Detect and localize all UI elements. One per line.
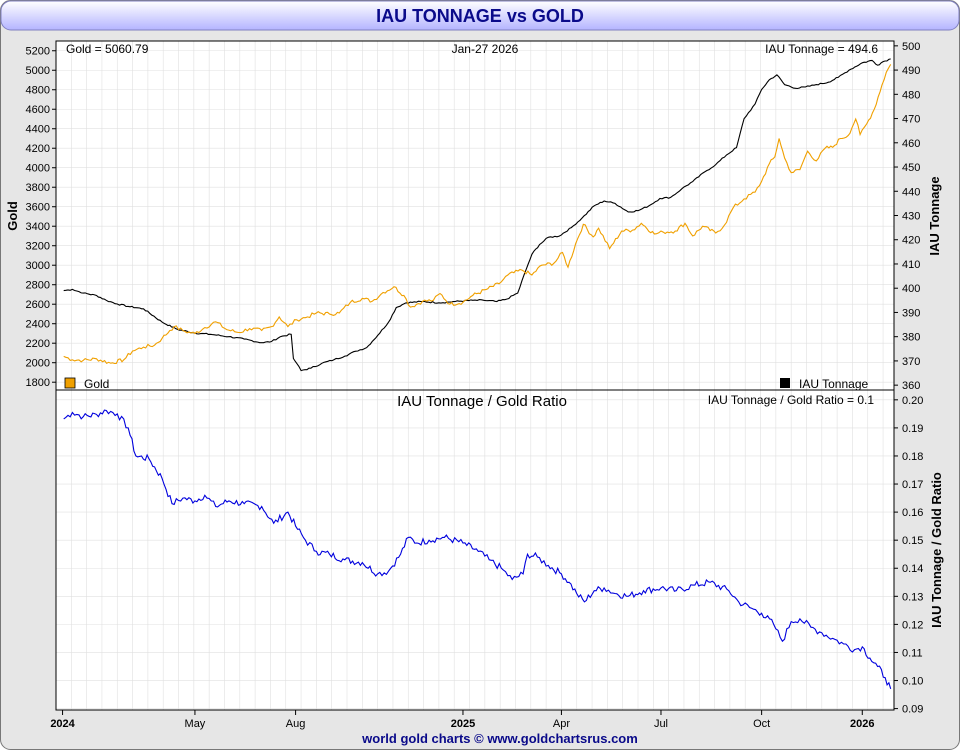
y-axis-title-gold: Gold: [5, 201, 20, 231]
y-tick-label-ratio: 0.15: [902, 535, 923, 547]
bottom-plot-area: [55, 389, 895, 711]
y-tick-label-ratio: 0.18: [902, 451, 923, 463]
y-tick-label-iau-tonnage: 490: [902, 65, 920, 77]
footer-credit: world gold charts © www.goldchartsrus.co…: [361, 731, 638, 746]
y-tick-label-iau-tonnage: 470: [902, 114, 920, 126]
gold-readout: Gold = 5060.79: [66, 42, 149, 56]
y-tick-label-gold: 4600: [26, 104, 50, 116]
legend-swatch-gold: [64, 377, 76, 389]
x-tick-label: 2026: [850, 718, 874, 730]
y-tick-label-gold: 3400: [26, 221, 50, 233]
top-plot-area: [55, 40, 895, 391]
y-tick-label-gold: 3600: [26, 202, 50, 214]
y-tick-label-iau-tonnage: 400: [902, 283, 920, 295]
y-tick-label-iau-tonnage: 410: [902, 259, 920, 271]
series-line-iau-tonnage: [63, 58, 891, 372]
y-tick-label-ratio: 0.17: [902, 479, 923, 491]
y-tick-label-ratio: 0.12: [902, 619, 923, 631]
y-tick-label-iau-tonnage: 480: [902, 89, 920, 101]
y-tick-label-iau-tonnage: 450: [902, 162, 920, 174]
y-axis-title-ratio: IAU Tonnage / Gold Ratio: [929, 472, 944, 628]
ratio-panel-title: IAU Tonnage / Gold Ratio: [397, 393, 567, 410]
y-tick-label-gold: 2200: [26, 338, 50, 350]
tonnage-readout: IAU Tonnage = 494.6: [765, 42, 878, 56]
y-tick-label-ratio: 0.20: [902, 395, 923, 407]
y-tick-label-ratio: 0.10: [902, 676, 923, 688]
y-tick-label-ratio: 0.16: [902, 507, 923, 519]
x-tick-label: Jul: [654, 718, 668, 730]
top-grid: [55, 41, 894, 390]
y-tick-label-gold: 3200: [26, 241, 50, 253]
y-tick-label-iau-tonnage: 370: [902, 356, 920, 368]
y-tick-label-gold: 4200: [26, 143, 50, 155]
y-tick-label-gold: 4800: [26, 85, 50, 97]
y-tick-label-gold: 2000: [26, 358, 50, 370]
y-tick-label-gold: 2800: [26, 280, 50, 292]
y-tick-label-gold: 5200: [26, 46, 50, 58]
series-line-ratio: [63, 409, 892, 690]
y-tick-label-gold: 2400: [26, 319, 50, 331]
y-tick-label-ratio: 0.19: [902, 423, 923, 435]
bottom-grid: [55, 390, 894, 710]
y-tick-label-iau-tonnage: 430: [902, 211, 920, 223]
y-tick-label-ratio: 0.09: [902, 704, 923, 716]
legend-label-iau-tonnage: IAU Tonnage: [799, 377, 868, 391]
x-axis: 2024 May Aug 2025 Apr Jul Oct 2026: [50, 710, 875, 730]
series-line-gold: [63, 64, 892, 365]
x-tick-label: Oct: [753, 718, 770, 730]
legend-label-gold: Gold: [84, 377, 109, 391]
y-tick-label-iau-tonnage: 500: [902, 41, 920, 53]
y-tick-label-gold: 3800: [26, 182, 50, 194]
y-tick-label-ratio: 0.13: [902, 591, 923, 603]
top-left-axis: 1800 2000 2200 2400 2600 2800 3000 3200 3400 3600…: [26, 46, 56, 389]
y-tick-label-iau-tonnage: 390: [902, 307, 920, 319]
y-tick-label-gold: 4400: [26, 124, 50, 136]
x-tick-label: Aug: [286, 718, 306, 730]
x-tick-label: 2024: [50, 718, 75, 730]
y-tick-label-gold: 3000: [26, 260, 50, 272]
y-tick-label-gold: 2600: [26, 299, 50, 311]
y-tick-label-iau-tonnage: 380: [902, 332, 920, 344]
bottom-plot-border: [55, 389, 895, 711]
y-tick-label-iau-tonnage: 440: [902, 186, 920, 198]
y-tick-label-iau-tonnage: 360: [902, 380, 920, 392]
y-tick-label-ratio: 0.11: [902, 647, 923, 659]
title-bar: [0, 0, 960, 31]
ratio-readout: IAU Tonnage / Gold Ratio = 0.1: [708, 393, 875, 407]
x-tick-label: 2025: [451, 718, 475, 730]
x-tick-label: May: [185, 718, 206, 730]
y-tick-label-gold: 4000: [26, 163, 50, 175]
y-tick-label-gold: 5000: [26, 65, 50, 77]
date-label: Jan-27 2026: [452, 42, 519, 56]
y-tick-label-ratio: 0.14: [902, 563, 923, 575]
y-tick-label-iau-tonnage: 420: [902, 235, 920, 247]
legend-swatch-iau-tonnage: [780, 378, 790, 388]
y-tick-label-gold: 1800: [26, 377, 50, 389]
top-right-axis: 360 370 380 390 400 410 420 430 440 450 460 470 480 4…: [894, 41, 920, 392]
y-axis-title-iau-tonnage: IAU Tonnage: [927, 176, 942, 255]
x-tick-label: Apr: [553, 718, 570, 730]
y-tick-label-iau-tonnage: 460: [902, 138, 920, 150]
chart-title: IAU TONNAGE vs GOLD: [376, 6, 584, 26]
bottom-right-axis: 0.09 0.10 0.11 0.12 0.13 0.14 0.15 0.16 0.17 0.18…: [894, 395, 923, 716]
